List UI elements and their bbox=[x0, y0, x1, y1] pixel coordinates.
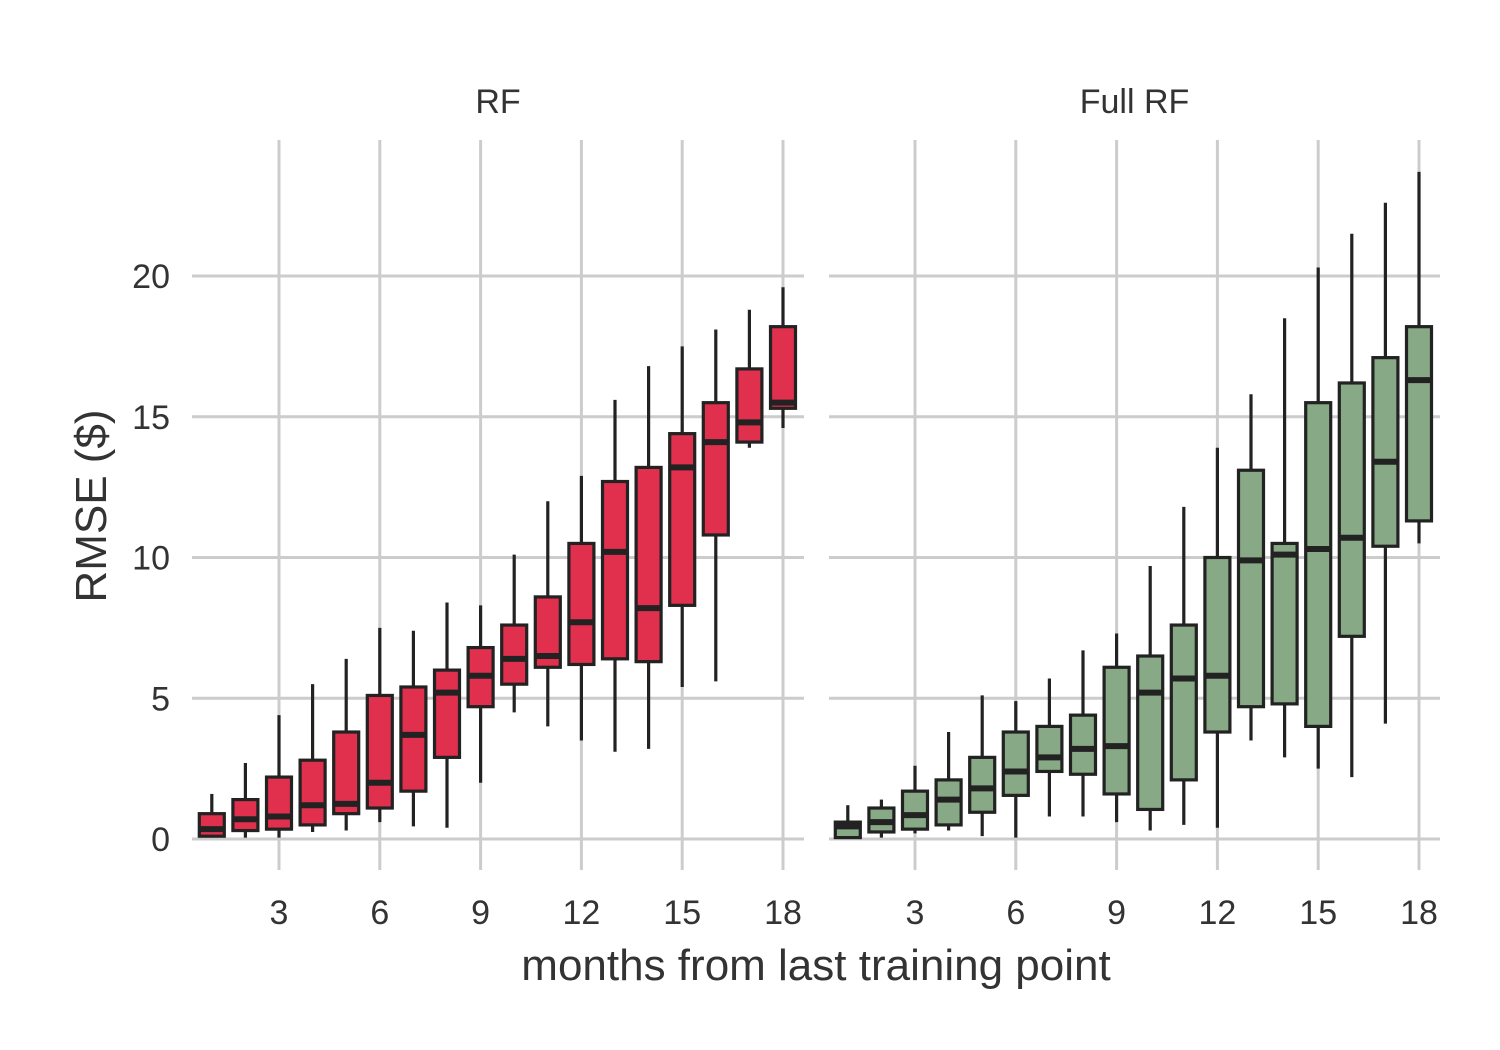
y-tick-label-10: 10 bbox=[132, 540, 170, 578]
iqr-box bbox=[968, 755, 997, 814]
box-rf-month-4 bbox=[298, 684, 327, 832]
box-full-rf-month-2 bbox=[867, 799, 896, 838]
box-rf-month-1 bbox=[197, 793, 226, 838]
iqr-box bbox=[768, 325, 798, 410]
iqr-box bbox=[197, 812, 226, 838]
x-tick-label-12-full-rf: 12 bbox=[1198, 894, 1236, 932]
box-full-rf-month-17 bbox=[1371, 202, 1400, 724]
box-rf-month-13 bbox=[600, 399, 630, 752]
box-rf-month-18 bbox=[768, 287, 798, 429]
iqr-box bbox=[735, 367, 764, 444]
x-tick-label-15-rf: 15 bbox=[663, 894, 701, 932]
iqr-box bbox=[900, 789, 930, 831]
box-full-rf-month-4 bbox=[934, 732, 963, 831]
x-tick-label-6-rf: 6 bbox=[370, 894, 389, 932]
x-tick-label-3-rf: 3 bbox=[270, 894, 289, 932]
iqr-box bbox=[264, 775, 294, 831]
iqr-box bbox=[1371, 356, 1400, 548]
iqr-box bbox=[1203, 555, 1232, 734]
iqr-box bbox=[332, 730, 361, 816]
iqr-box bbox=[567, 541, 596, 667]
box-full-rf-month-3 bbox=[900, 765, 930, 834]
box-rf-month-16 bbox=[701, 329, 730, 682]
facet-title-rf: RF bbox=[475, 83, 520, 121]
iqr-box bbox=[1102, 665, 1131, 796]
box-full-rf-month-7 bbox=[1035, 678, 1064, 817]
box-rf-month-7 bbox=[399, 630, 428, 827]
y-tick-label-15: 15 bbox=[132, 399, 170, 437]
iqr-box bbox=[1001, 730, 1030, 797]
box-full-rf-month-14 bbox=[1270, 318, 1299, 758]
box-rf-month-15 bbox=[668, 346, 697, 687]
iqr-box bbox=[1404, 325, 1434, 523]
box-full-rf-month-10 bbox=[1136, 565, 1165, 831]
iqr-box bbox=[634, 465, 663, 664]
box-full-rf-month-13 bbox=[1236, 394, 1266, 741]
box-rf-month-6 bbox=[365, 627, 394, 823]
box-rf-month-2 bbox=[231, 762, 260, 838]
x-tick-label-12-rf: 12 bbox=[562, 894, 600, 932]
x-tick-label-15-full-rf: 15 bbox=[1299, 894, 1337, 932]
iqr-box bbox=[231, 797, 260, 833]
iqr-box bbox=[1068, 713, 1098, 776]
iqr-box bbox=[1236, 468, 1266, 709]
box-full-rf-month-12 bbox=[1203, 447, 1232, 828]
y-tick-label-20: 20 bbox=[132, 258, 170, 296]
iqr-box bbox=[500, 623, 529, 686]
box-full-rf-month-8 bbox=[1068, 650, 1098, 817]
iqr-box bbox=[399, 685, 428, 793]
iqr-box bbox=[1337, 381, 1366, 638]
facet-title-full-rf: Full RF bbox=[1080, 83, 1190, 121]
iqr-box bbox=[1270, 541, 1299, 706]
box-full-rf-month-9 bbox=[1102, 633, 1131, 823]
box-full-rf-month-1 bbox=[833, 805, 862, 840]
box-full-rf-month-15 bbox=[1304, 267, 1333, 769]
iqr-box bbox=[1035, 724, 1064, 774]
iqr-box bbox=[1136, 654, 1165, 812]
iqr-box bbox=[668, 432, 697, 607]
y-tick-label-0: 0 bbox=[151, 821, 170, 859]
box-rf-month-8 bbox=[432, 602, 462, 828]
x-tick-label-18-rf: 18 bbox=[764, 894, 802, 932]
box-rf-month-11 bbox=[533, 501, 562, 727]
marks-layer bbox=[197, 171, 1434, 840]
box-rf-month-17 bbox=[735, 309, 764, 448]
x-tick-label-6-full-rf: 6 bbox=[1006, 894, 1025, 932]
box-rf-month-9 bbox=[466, 605, 495, 783]
box-full-rf-month-6 bbox=[1001, 701, 1030, 838]
x-tick-label-3-full-rf: 3 bbox=[906, 894, 925, 932]
text-layer: months from last training point RMSE ($)… bbox=[67, 83, 1438, 990]
iqr-box bbox=[600, 479, 630, 661]
y-tick-label-5: 5 bbox=[151, 680, 170, 718]
iqr-box bbox=[701, 401, 730, 537]
box-full-rf-month-16 bbox=[1337, 233, 1366, 778]
box-rf-month-12 bbox=[567, 475, 596, 741]
box-full-rf-month-5 bbox=[968, 695, 997, 837]
y-axis-title: RMSE ($) bbox=[67, 409, 116, 602]
iqr-box bbox=[432, 668, 462, 759]
box-rf-month-5 bbox=[332, 658, 361, 831]
x-tick-label-9-rf: 9 bbox=[471, 894, 490, 932]
x-axis-title: months from last training point bbox=[521, 941, 1110, 990]
box-full-rf-month-11 bbox=[1169, 506, 1198, 825]
box-rf-month-3 bbox=[264, 715, 294, 838]
iqr-box bbox=[1169, 623, 1198, 782]
iqr-box bbox=[365, 693, 394, 810]
iqr-box bbox=[298, 758, 327, 827]
x-tick-label-9-full-rf: 9 bbox=[1107, 894, 1126, 932]
box-rf-month-14 bbox=[634, 366, 663, 749]
iqr-box bbox=[1304, 401, 1333, 728]
box-rf-month-10 bbox=[500, 554, 529, 713]
x-tick-label-18-full-rf: 18 bbox=[1400, 894, 1438, 932]
box-full-rf-month-18 bbox=[1404, 171, 1434, 544]
